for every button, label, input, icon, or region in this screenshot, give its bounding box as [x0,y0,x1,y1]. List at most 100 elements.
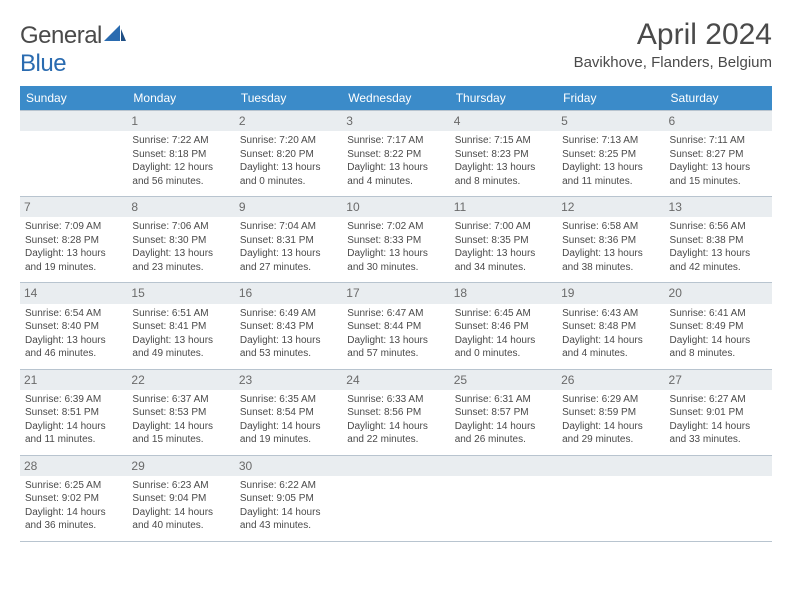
sunset-text: Sunset: 9:01 PM [670,406,767,420]
day-number: 9 [235,197,342,217]
daylight-text: Daylight: 13 hours and 57 minutes. [347,334,444,361]
day-details: Sunrise: 6:33 AMSunset: 8:56 PMDaylight:… [347,393,444,447]
day-number [557,456,664,476]
calendar-day-cell: 16Sunrise: 6:49 AMSunset: 8:43 PMDayligh… [235,283,342,369]
day-details: Sunrise: 6:25 AMSunset: 9:02 PMDaylight:… [25,479,122,533]
calendar-day-cell: 15Sunrise: 6:51 AMSunset: 8:41 PMDayligh… [127,283,234,369]
day-details: Sunrise: 6:37 AMSunset: 8:53 PMDaylight:… [132,393,229,447]
sunrise-text: Sunrise: 6:31 AM [455,393,552,407]
sunrise-text: Sunrise: 7:20 AM [240,134,337,148]
day-details: Sunrise: 6:51 AMSunset: 8:41 PMDaylight:… [132,307,229,361]
daylight-text: Daylight: 14 hours and 8 minutes. [670,334,767,361]
daylight-text: Daylight: 14 hours and 15 minutes. [132,420,229,447]
day-details: Sunrise: 7:06 AMSunset: 8:30 PMDaylight:… [132,220,229,274]
day-number [665,456,772,476]
day-details: Sunrise: 6:39 AMSunset: 8:51 PMDaylight:… [25,393,122,447]
calendar-day-cell: 5Sunrise: 7:13 AMSunset: 8:25 PMDaylight… [557,111,664,197]
sunset-text: Sunset: 8:27 PM [670,148,767,162]
calendar-week-row: 21Sunrise: 6:39 AMSunset: 8:51 PMDayligh… [20,369,772,455]
sunrise-text: Sunrise: 7:13 AM [562,134,659,148]
sunrise-text: Sunrise: 6:49 AM [240,307,337,321]
daylight-text: Daylight: 13 hours and 46 minutes. [25,334,122,361]
day-number: 25 [450,370,557,390]
calendar-day-cell: 17Sunrise: 6:47 AMSunset: 8:44 PMDayligh… [342,283,449,369]
day-details: Sunrise: 7:11 AMSunset: 8:27 PMDaylight:… [670,134,767,188]
calendar-day-cell: 11Sunrise: 7:00 AMSunset: 8:35 PMDayligh… [450,197,557,283]
calendar-week-row: 14 Sunrise: 6:54 AMSunset: 8:40 PMDayligh… [20,283,772,369]
daylight-text: Daylight: 14 hours and 4 minutes. [562,334,659,361]
daylight-text: Daylight: 14 hours and 22 minutes. [347,420,444,447]
sunset-text: Sunset: 8:51 PM [25,406,122,420]
daylight-text: Daylight: 14 hours and 29 minutes. [562,420,659,447]
day-details: Sunrise: 6:54 AMSunset: 8:40 PMDaylight:… [25,307,122,361]
day-number: 29 [127,456,234,476]
day-number: 23 [235,370,342,390]
day-number: 10 [342,197,449,217]
day-number: 30 [235,456,342,476]
weekday-header: Monday [127,86,234,111]
day-details: Sunrise: 7:20 AMSunset: 8:20 PMDaylight:… [240,134,337,188]
day-details: Sunrise: 7:02 AMSunset: 8:33 PMDaylight:… [347,220,444,274]
daylight-text: Daylight: 13 hours and 30 minutes. [347,247,444,274]
sunset-text: Sunset: 8:23 PM [455,148,552,162]
day-details: Sunrise: 6:22 AMSunset: 9:05 PMDaylight:… [240,479,337,533]
sunrise-text: Sunrise: 6:45 AM [455,307,552,321]
calendar-day-cell [342,455,449,541]
day-details: Sunrise: 7:15 AMSunset: 8:23 PMDaylight:… [455,134,552,188]
day-number: 13 [665,197,772,217]
sunset-text: Sunset: 8:30 PM [132,234,229,248]
daylight-text: Daylight: 13 hours and 53 minutes. [240,334,337,361]
day-details: Sunrise: 6:35 AMSunset: 8:54 PMDaylight:… [240,393,337,447]
sunset-text: Sunset: 8:48 PM [562,320,659,334]
day-details: Sunrise: 7:17 AMSunset: 8:22 PMDaylight:… [347,134,444,188]
logo-part2: Blue [20,50,66,77]
sunrise-text: Sunrise: 6:39 AM [25,393,122,407]
day-details: Sunrise: 7:09 AMSunset: 8:28 PMDaylight:… [25,220,122,274]
sunrise-text: Sunrise: 7:09 AM [25,220,122,234]
calendar-day-cell [665,455,772,541]
day-number [20,111,127,131]
day-details: Sunrise: 6:58 AMSunset: 8:36 PMDaylight:… [562,220,659,274]
sunrise-text: Sunrise: 6:54 AM [25,307,122,321]
calendar-day-cell: 18Sunrise: 6:45 AMSunset: 8:46 PMDayligh… [450,283,557,369]
calendar-day-cell: 9Sunrise: 7:04 AMSunset: 8:31 PMDaylight… [235,197,342,283]
calendar-week-row: 1Sunrise: 7:22 AMSunset: 8:18 PMDaylight… [20,111,772,197]
sunrise-text: Sunrise: 6:51 AM [132,307,229,321]
sunrise-text: Sunrise: 7:17 AM [347,134,444,148]
daylight-text: Daylight: 14 hours and 19 minutes. [240,420,337,447]
day-number: 12 [557,197,664,217]
daylight-text: Daylight: 13 hours and 38 minutes. [562,247,659,274]
month-title: April 2024 [574,18,772,52]
day-details: Sunrise: 7:22 AMSunset: 8:18 PMDaylight:… [132,134,229,188]
calendar-day-cell: 28Sunrise: 6:25 AMSunset: 9:02 PMDayligh… [20,455,127,541]
sunrise-text: Sunrise: 6:22 AM [240,479,337,493]
daylight-text: Daylight: 13 hours and 15 minutes. [670,161,767,188]
daylight-text: Daylight: 14 hours and 33 minutes. [670,420,767,447]
logo-part1: General [20,22,102,49]
sunrise-text: Sunrise: 7:15 AM [455,134,552,148]
calendar-day-cell: 29 Sunrise: 6:23 AMSunset: 9:04 PMDayligh… [127,455,234,541]
day-details: Sunrise: 6:23 AMSunset: 9:04 PMDaylight:… [132,479,229,533]
sunrise-text: Sunrise: 6:37 AM [132,393,229,407]
location: Bavikhove, Flanders, Belgium [574,54,772,71]
calendar-day-cell: 24Sunrise: 6:33 AMSunset: 8:56 PMDayligh… [342,369,449,455]
calendar-day-cell: 22Sunrise: 6:37 AMSunset: 8:53 PMDayligh… [127,369,234,455]
logo-text: General Blue [20,22,126,78]
sunset-text: Sunset: 8:36 PM [562,234,659,248]
calendar-table: SundayMondayTuesdayWednesdayThursdayFrid… [20,86,772,542]
calendar-day-cell: 20Sunrise: 6:41 AMSunset: 8:49 PMDayligh… [665,283,772,369]
calendar-day-cell: 19Sunrise: 6:43 AMSunset: 8:48 PMDayligh… [557,283,664,369]
day-number: 14 [20,283,127,303]
weekday-header: Wednesday [342,86,449,111]
daylight-text: Daylight: 14 hours and 11 minutes. [25,420,122,447]
sunrise-text: Sunrise: 7:11 AM [670,134,767,148]
daylight-text: Daylight: 14 hours and 26 minutes. [455,420,552,447]
sunset-text: Sunset: 8:25 PM [562,148,659,162]
sunrise-text: Sunrise: 6:43 AM [562,307,659,321]
weekday-header: Thursday [450,86,557,111]
day-details: Sunrise: 6:43 AMSunset: 8:48 PMDaylight:… [562,307,659,361]
sunset-text: Sunset: 8:56 PM [347,406,444,420]
daylight-text: Daylight: 13 hours and 19 minutes. [25,247,122,274]
calendar-day-cell: 30 Sunrise: 6:22 AMSunset: 9:05 PMDayligh… [235,455,342,541]
day-number [450,456,557,476]
